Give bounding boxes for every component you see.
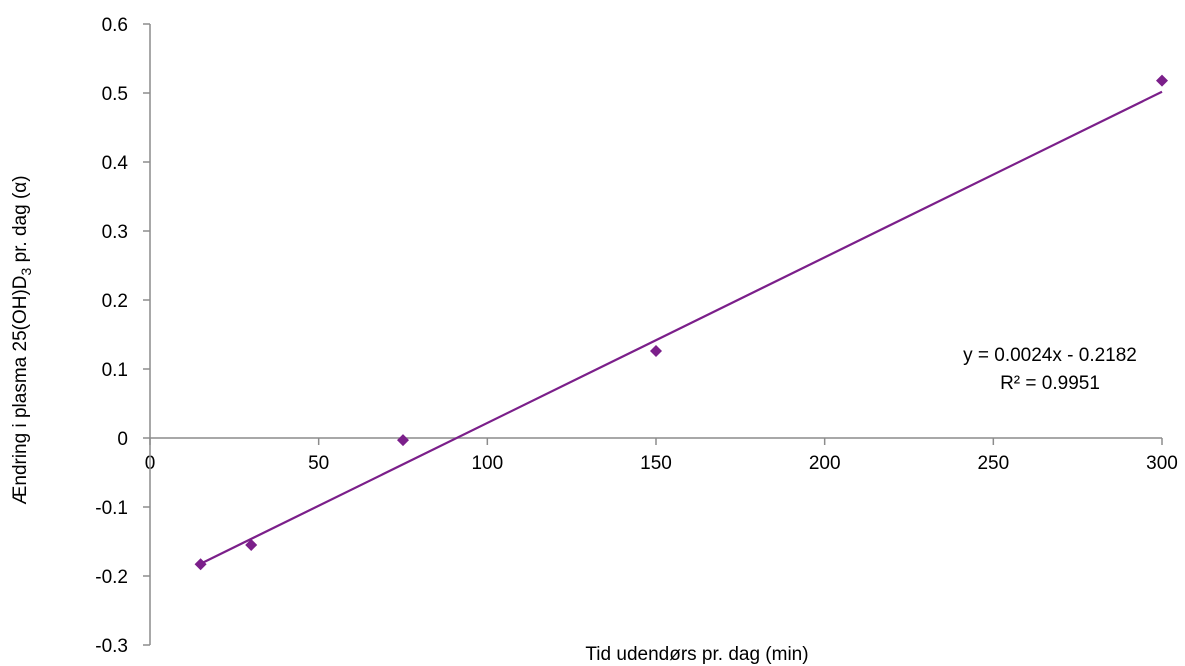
data-point [1156, 74, 1168, 87]
y-tick-label: 0.3 [102, 222, 128, 243]
trendline-equation: y = 0.0024x - 0.2182 [963, 345, 1137, 366]
trendline [200, 90, 1163, 565]
data-point [245, 538, 258, 551]
y-tick-label: 0.1 [102, 360, 128, 381]
x-tick-label: 300 [1146, 453, 1178, 474]
y-tick-label: 0 [117, 429, 128, 450]
y-tick-label: -0.1 [95, 498, 128, 519]
y-tick-label: 0.6 [102, 15, 128, 36]
data-point [650, 345, 662, 358]
r-squared-label: R² = 0.9951 [1000, 373, 1100, 394]
data-points [194, 74, 1168, 571]
y-tick-label: 0.2 [102, 291, 128, 312]
x-tick-label: 150 [640, 453, 672, 474]
x-tick-label: 50 [308, 453, 329, 474]
trendline-group [200, 90, 1163, 565]
y-tick-label: -0.3 [95, 636, 128, 657]
data-point [397, 434, 409, 447]
y-axis-title: Ændring i plasma 25(OH)D3 pr. dag (α) [10, 175, 34, 504]
data-point [194, 558, 207, 571]
y-tick-label: -0.2 [95, 567, 128, 588]
y-tick-label: 0.4 [102, 153, 129, 174]
y-axis-title-subscript: 3 [18, 267, 34, 275]
x-axis-title: Tid udendørs pr. dag (min) [585, 644, 808, 665]
x-tick-label: 250 [977, 453, 1009, 474]
y-tick-label: 0.5 [102, 84, 128, 105]
x-tick-label: 100 [471, 453, 503, 474]
y-axis-title-suffix: pr. dag (α) [10, 175, 31, 267]
y-axis-title-main: Ændring i plasma 25(OH)D [10, 275, 31, 504]
x-tick-label: 200 [809, 453, 841, 474]
y-axis: -0.3 -0.2 -0.1 0 0.1 0.2 0.3 0.4 0.5 0.6 [95, 15, 151, 657]
x-axis: 050100150200250300 [145, 437, 1178, 474]
